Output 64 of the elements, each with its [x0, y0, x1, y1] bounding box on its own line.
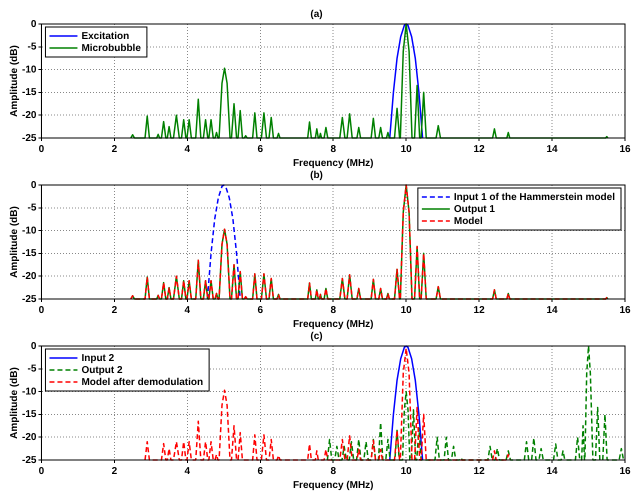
- y-tick-label: -5: [28, 364, 37, 375]
- x-tick-label: 6: [258, 466, 264, 477]
- x-tick-label: 0: [38, 304, 45, 316]
- x-tick-label: 10: [400, 304, 412, 316]
- x-tick-label: 4: [184, 466, 191, 477]
- y-tick-label: 0: [30, 340, 37, 352]
- y-tick-label: -20: [22, 432, 37, 443]
- x-tick-label: 12: [474, 144, 486, 155]
- legend-label: Input 1 of the Hammerstein model: [454, 192, 616, 203]
- y-axis-title: Amplitude (dB): [8, 45, 20, 117]
- y-tick-label: -15: [22, 87, 37, 98]
- x-tick-label: 2: [112, 144, 118, 155]
- chart-title: (a): [310, 8, 323, 20]
- chart-title: (c): [310, 330, 323, 342]
- x-axis-title: Frequency (MHz): [292, 318, 374, 330]
- x-tick-label: 10: [400, 144, 412, 155]
- legend-label: Input 2: [81, 352, 115, 364]
- x-tick-label: 14: [546, 144, 558, 155]
- x-tick-label: 8: [330, 466, 336, 477]
- y-tick-label: -20: [22, 270, 37, 282]
- y-tick-label: -20: [22, 110, 37, 121]
- x-tick-label: 14: [546, 466, 558, 477]
- line-series: [206, 184, 241, 300]
- x-tick-label: 10: [400, 466, 412, 477]
- x-tick-label: 6: [258, 304, 264, 316]
- x-tick-label: 12: [474, 304, 486, 316]
- y-tick-label: -25: [22, 132, 37, 144]
- y-tick-label: -5: [28, 42, 37, 53]
- x-tick-label: 4: [184, 304, 191, 316]
- x-tick-label: 4: [184, 144, 191, 155]
- x-tick-label: 8: [330, 144, 336, 155]
- x-tick-label: 2: [112, 304, 118, 316]
- legend-label: Model after demodulation: [81, 376, 204, 388]
- x-tick-label: 8: [330, 304, 336, 316]
- y-axis-title: Amplitude (dB): [8, 206, 20, 278]
- y-tick-label: -5: [28, 202, 37, 214]
- x-axis-title: Frequency (MHz): [292, 480, 374, 491]
- x-tick-label: 0: [38, 466, 45, 477]
- y-axis-title: Amplitude (dB): [8, 367, 20, 439]
- y-tick-label: -10: [22, 225, 37, 236]
- x-tick-label: 12: [474, 466, 486, 477]
- line-series: [326, 345, 624, 461]
- y-tick-label: -15: [22, 409, 37, 420]
- x-tick-label: 14: [546, 304, 558, 316]
- legend-label: Output 1: [454, 204, 496, 215]
- x-axis-title: Frequency (MHz): [292, 158, 374, 169]
- x-tick-label: 16: [619, 304, 631, 316]
- legend-label: Output 2: [81, 364, 123, 376]
- chart-title: (b): [310, 170, 323, 181]
- y-tick-label: 0: [30, 18, 37, 30]
- x-tick-label: 16: [619, 466, 631, 477]
- x-tick-label: 6: [258, 144, 264, 155]
- legend-label: Model: [454, 216, 483, 227]
- legend-label: Microbubble: [81, 42, 142, 54]
- x-tick-label: 2: [112, 466, 118, 477]
- y-tick-label: -25: [22, 294, 37, 305]
- x-tick-label: 0: [38, 144, 45, 155]
- y-tick-label: -10: [22, 386, 37, 398]
- y-tick-label: 0: [30, 180, 37, 191]
- y-tick-label: -10: [22, 64, 37, 76]
- legend-label: Excitation: [81, 30, 130, 42]
- x-tick-label: 16: [619, 144, 631, 155]
- y-tick-label: -25: [22, 454, 37, 466]
- y-tick-label: -15: [22, 248, 37, 260]
